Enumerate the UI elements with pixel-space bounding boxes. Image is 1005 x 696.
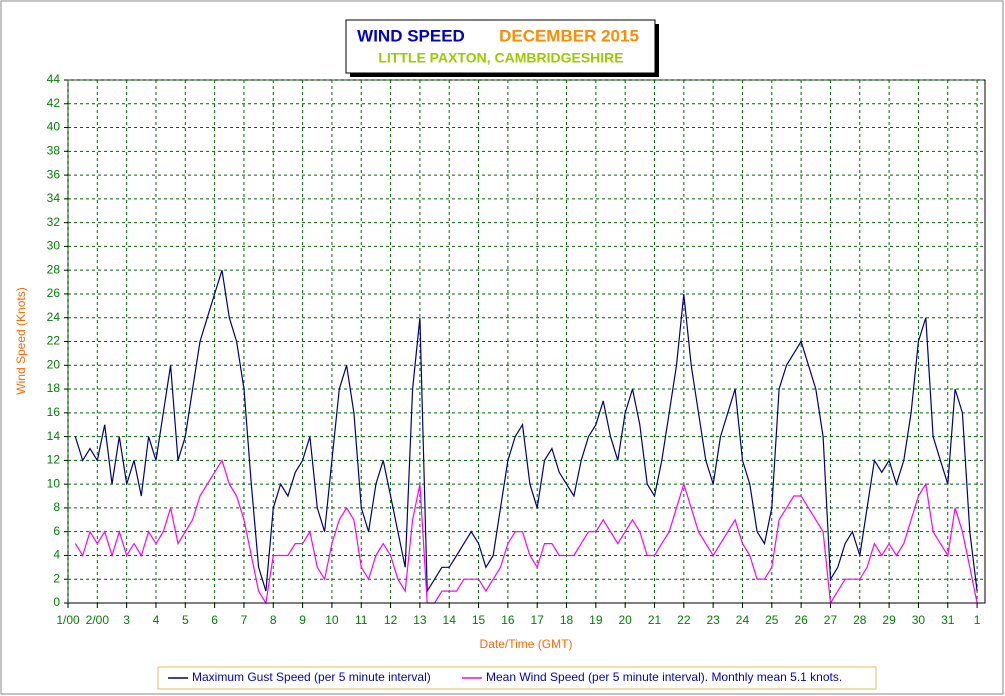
y-tick-label: 30 — [47, 239, 61, 253]
chart-subtitle: LITTLE PAXTON, CAMBRIDGESHIRE — [378, 50, 623, 66]
x-tick-label: 21 — [648, 613, 662, 627]
y-tick-label: 28 — [47, 262, 61, 276]
x-tick-label: 6 — [211, 613, 218, 627]
y-tick-label: 6 — [53, 524, 60, 538]
x-tick-label: 28 — [853, 613, 867, 627]
legend-label: Mean Wind Speed (per 5 minute interval).… — [486, 670, 842, 684]
x-tick-label: 13 — [413, 613, 427, 627]
legend — [157, 666, 877, 690]
x-tick-label: 12 — [384, 613, 398, 627]
y-tick-label: 10 — [47, 476, 61, 490]
x-tick-label: 29 — [882, 613, 896, 627]
y-tick-label: 16 — [47, 405, 61, 419]
x-axis-label: Date/Time (GMT) — [480, 637, 573, 651]
x-tick-label: 11 — [355, 613, 368, 627]
chart-title-period: DECEMBER 2015 — [499, 26, 639, 45]
x-tick-label: 26 — [794, 613, 808, 627]
x-tick-label: 22 — [677, 613, 691, 627]
x-tick-label: 14 — [443, 613, 457, 627]
x-tick-label: 3 — [123, 613, 130, 627]
y-tick-label: 38 — [47, 143, 61, 157]
x-tick-label: 19 — [589, 613, 603, 627]
x-tick-label: 7 — [241, 613, 248, 627]
x-tick-label: 31 — [941, 613, 955, 627]
y-tick-label: 44 — [47, 72, 61, 86]
x-tick-label: 5 — [182, 613, 189, 627]
series-line — [74, 270, 978, 594]
y-tick-label: 36 — [47, 167, 61, 181]
x-tick-label: 1/00 — [56, 613, 80, 627]
y-tick-label: 42 — [47, 96, 61, 110]
y-tick-label: 34 — [47, 191, 61, 205]
x-tick-label: 24 — [736, 613, 750, 627]
x-tick-label: 17 — [531, 613, 545, 627]
x-tick-label: 4 — [153, 613, 160, 627]
x-tick-label: 27 — [824, 613, 838, 627]
y-tick-label: 20 — [47, 357, 61, 371]
y-tick-label: 2 — [53, 571, 60, 585]
x-tick-label: 16 — [501, 613, 515, 627]
y-tick-label: 26 — [47, 286, 61, 300]
x-tick-label: 15 — [472, 613, 486, 627]
y-tick-label: 8 — [53, 500, 60, 514]
y-tick-label: 40 — [47, 120, 61, 134]
y-axis-label: Wind Speed (Knots) — [14, 287, 28, 394]
x-tick-label: 20 — [618, 613, 632, 627]
y-tick-label: 4 — [53, 548, 60, 562]
title-box — [345, 19, 656, 74]
x-tick-label: 8 — [270, 613, 277, 627]
x-tick-label: 30 — [912, 613, 926, 627]
x-tick-label: 9 — [299, 613, 306, 627]
x-tick-label: 23 — [706, 613, 720, 627]
legend-label: Maximum Gust Speed (per 5 minute interva… — [192, 670, 431, 684]
series-line — [74, 458, 978, 605]
y-tick-label: 32 — [47, 215, 61, 229]
y-tick-label: 24 — [47, 310, 61, 324]
x-tick-label: 1 — [974, 613, 981, 627]
x-tick-label: 2/00 — [86, 613, 110, 627]
y-tick-label: 22 — [47, 334, 61, 348]
x-tick-label: 25 — [765, 613, 779, 627]
y-tick-label: 0 — [53, 595, 60, 609]
chart-title: WIND SPEED — [357, 26, 465, 45]
y-tick-label: 14 — [47, 429, 61, 443]
y-tick-label: 12 — [47, 453, 61, 467]
x-tick-label: 18 — [560, 613, 574, 627]
x-tick-label: 10 — [325, 613, 339, 627]
y-tick-label: 18 — [47, 381, 61, 395]
